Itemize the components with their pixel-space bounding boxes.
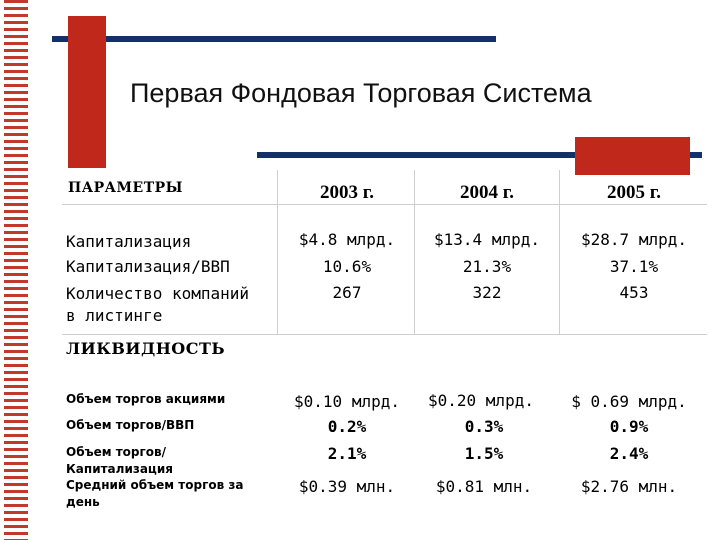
header-year-2004: 2004 г. <box>460 182 514 203</box>
cell-avg-2005: $2.76 млн. <box>580 477 678 496</box>
cell-cap-2004: $13.4 млрд. <box>434 230 540 249</box>
header-year-2003: 2003 г. <box>320 182 374 203</box>
row-label-cap-gdp: Капитализация/ВВП <box>66 257 230 276</box>
cell-capgdp-2003: 10.6% <box>322 257 372 276</box>
row-label-volume-cap: Объем торгов/Капитализация <box>66 445 173 476</box>
cell-vol-2003: $0.10 млрд. <box>294 392 400 411</box>
cell-count-2003: 267 <box>332 283 362 302</box>
cell-vol-2005: $ 0.69 млрд. <box>571 392 687 411</box>
cell-count-2004: 322 <box>472 283 502 302</box>
page-title: Первая Фондовая Торговая Система <box>130 78 592 108</box>
decorative-red-block-right <box>575 137 690 175</box>
decorative-navy-line-mid <box>257 152 702 158</box>
header-year-2005: 2005 г. <box>607 182 661 203</box>
column-divider <box>414 170 415 335</box>
cell-count-2005: 453 <box>619 283 649 302</box>
cell-volcap-2003: 2.1% <box>327 444 367 463</box>
cell-cap-2005: $28.7 млрд. <box>581 230 687 249</box>
row-divider <box>62 334 707 335</box>
cell-cap-2003: $4.8 млрд. <box>298 230 396 249</box>
row-label-capitalization: Капитализация <box>66 232 192 251</box>
row-label-volume-gdp: Объем торгов/ВВП <box>66 418 195 432</box>
column-divider <box>559 170 560 335</box>
decorative-navy-line-top <box>52 36 496 42</box>
header-param: ПАРАМЕТРЫ <box>68 180 183 196</box>
cell-avg-2004: $0.81 млн. <box>435 477 533 496</box>
cell-volgdp-2004: 0.3% <box>464 417 504 436</box>
cell-vol-2004: $0.20 млрд. <box>428 391 534 410</box>
cell-volcap-2005: 2.4% <box>609 444 649 463</box>
row-label-company-count: Количество компаний в листинге <box>66 284 250 325</box>
section-title-liquidity: ЛИКВИДНОСТЬ <box>66 339 226 358</box>
row-divider <box>62 204 707 205</box>
decorative-stripe-border <box>0 0 28 540</box>
cell-capgdp-2004: 21.3% <box>462 257 512 276</box>
row-label-avg-daily-volume: Средний объем торгов за день <box>66 478 244 509</box>
cell-volgdp-2005: 0.9% <box>609 417 649 436</box>
decorative-red-block-top <box>68 16 106 168</box>
column-divider <box>277 170 278 335</box>
row-label-trading-volume: Объем торгов акциями <box>66 392 226 406</box>
cell-volcap-2004: 1.5% <box>464 444 504 463</box>
cell-avg-2003: $0.39 млн. <box>298 477 396 496</box>
cell-capgdp-2005: 37.1% <box>609 257 659 276</box>
data-table: ПАРАМЕТРЫ 2003 г. 2004 г. 2005 г. Капита… <box>62 170 707 515</box>
cell-volgdp-2003: 0.2% <box>327 417 367 436</box>
